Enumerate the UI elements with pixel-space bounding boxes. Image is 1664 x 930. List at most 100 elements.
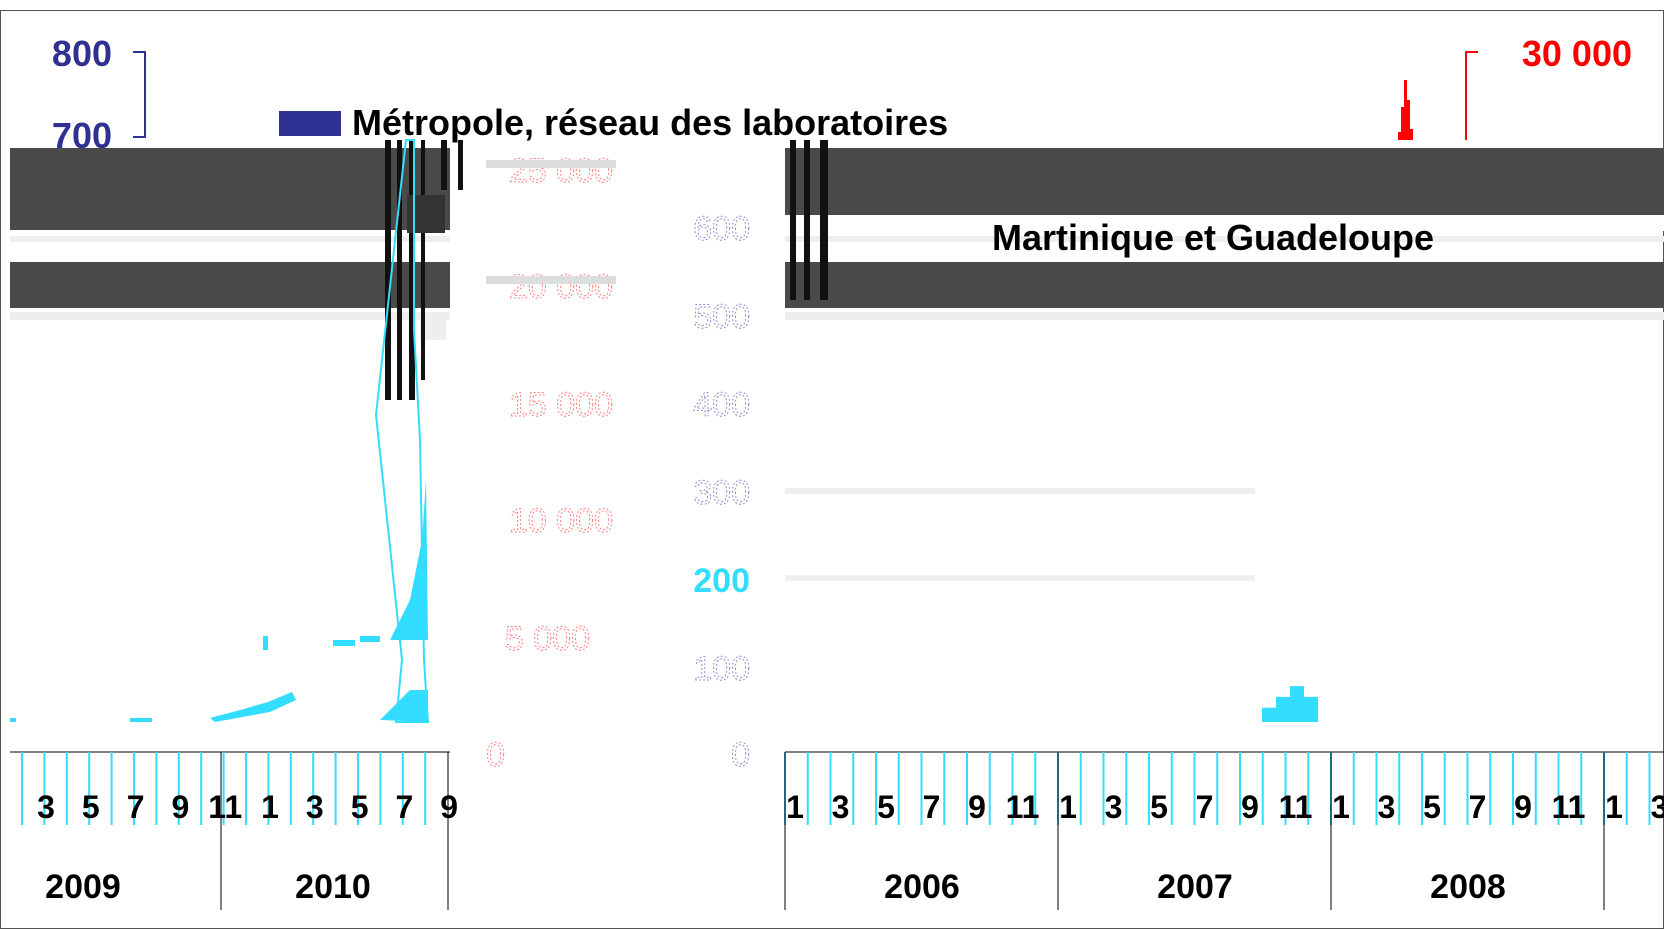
metropole-bar: [1276, 696, 1290, 722]
cyan-block: [10, 718, 16, 722]
cyan-block: [130, 718, 152, 722]
month-label: 5: [877, 789, 895, 825]
stripe: [820, 140, 828, 300]
month-label: 7: [127, 789, 145, 825]
month-label: 11: [208, 789, 242, 825]
red-bar: [1404, 80, 1407, 140]
left-axis-tick-label: 800: [52, 33, 112, 74]
month-label: 7: [923, 789, 941, 825]
cyan-area-left: [10, 139, 430, 723]
cyan-block: [333, 640, 355, 646]
cyan-fill: [380, 690, 428, 722]
red-bar: [1398, 132, 1401, 140]
month-label: 3: [1378, 789, 1396, 825]
month-label: 7: [396, 789, 414, 825]
left-axis-bracket: [133, 51, 146, 138]
left-axis: 800 700: [52, 33, 146, 156]
right-axis: 30 000: [1465, 33, 1632, 140]
glitch-band: [10, 262, 1664, 308]
stripe: [397, 140, 402, 400]
red-bars: [1398, 80, 1413, 140]
month-label: 7: [1196, 789, 1214, 825]
ghost-tick-red: 25 000: [509, 152, 613, 190]
glitch-band: [10, 312, 1664, 320]
month-label: 3: [306, 789, 324, 825]
stripe: [486, 276, 616, 284]
red-bar: [1401, 107, 1404, 140]
month-label: 5: [1423, 789, 1441, 825]
ghost-tick-blue: 0: [731, 736, 750, 774]
month-label: 5: [351, 789, 369, 825]
month-label: 9: [968, 789, 986, 825]
ghost-tick-blue: 600: [693, 210, 750, 248]
cyan-fill: [210, 692, 296, 722]
month-label: 11: [1552, 789, 1586, 825]
right-axis-bracket: [1465, 51, 1478, 140]
year-label: 2006: [884, 868, 960, 906]
red-bar: [1410, 129, 1413, 140]
year-label: 2007: [1157, 868, 1233, 906]
legend-label-metropole: Métropole, réseau des laboratoires: [352, 102, 948, 143]
year-label: 2008: [1430, 868, 1506, 906]
ghost-tick-blue: 100: [693, 650, 750, 688]
ghost-tick-red: 15 000: [509, 386, 613, 424]
month-label: 5: [82, 789, 100, 825]
month-label: 1: [786, 789, 804, 825]
year-label: 2009: [45, 868, 121, 906]
cyan-block: [360, 636, 380, 642]
ghost-tick-red: 5 000: [505, 620, 590, 658]
glitch-band: [10, 236, 1664, 242]
right-axis-tick-label: 30 000: [1522, 33, 1632, 74]
month-label: 3: [1651, 789, 1664, 825]
month-label: 3: [832, 789, 850, 825]
month-label: 9: [1514, 789, 1532, 825]
ghost-tick-red: 20 000: [509, 268, 613, 306]
metropole-bars: [1262, 686, 1318, 722]
metropole-bar: [1290, 686, 1304, 722]
left-axis-tick-label: 700: [52, 115, 112, 156]
stripe: [790, 140, 796, 300]
year-labels: 2009 2010 2006 2007 2008: [45, 868, 1506, 906]
metropole-bar: [1262, 707, 1276, 722]
legend: Métropole, réseau des laboratoires Marti…: [279, 102, 1434, 258]
month-label: 11: [1006, 789, 1040, 825]
ghost-tick-red: 0: [486, 736, 505, 774]
red-bar: [1407, 100, 1410, 140]
stripe: [421, 140, 425, 380]
stripe: [385, 140, 391, 400]
ghost-ticks: 25 000 20 000 15 000 10 000 5 000 0 600 …: [486, 152, 751, 775]
month-label: 9: [1241, 789, 1259, 825]
ghost-tick-cyan: 200: [693, 562, 750, 600]
month-label: 1: [261, 789, 279, 825]
legend-label-martinique: Martinique et Guadeloupe: [992, 217, 1434, 258]
stripe-artifacts: [385, 140, 828, 400]
year-label: 2010: [295, 868, 371, 906]
stripe: [486, 160, 616, 168]
year-dividers: [220, 752, 1605, 910]
legend-swatch-metropole: [279, 111, 341, 136]
glitch-band: [785, 575, 1255, 581]
ghost-tick-blue: 400: [693, 386, 750, 424]
stripe: [804, 140, 810, 300]
month-label: 7: [1469, 789, 1487, 825]
cyan-block: [263, 636, 268, 650]
month-label: 3: [1105, 789, 1123, 825]
month-label: 1: [1605, 789, 1623, 825]
glitch-band: [785, 488, 1255, 494]
middle-panel: [450, 148, 785, 748]
month-label: 11: [1279, 789, 1313, 825]
month-label: 1: [1332, 789, 1350, 825]
month-label: 9: [440, 789, 458, 825]
month-label: 3: [37, 789, 55, 825]
ghost-tick-blue: 500: [693, 298, 750, 336]
month-label: 9: [172, 789, 190, 825]
stripe: [441, 140, 447, 190]
ghost-tick-red: 10 000: [509, 502, 613, 540]
month-label: 5: [1150, 789, 1168, 825]
glitch-bands: [10, 148, 1664, 581]
stripe: [458, 140, 463, 190]
cyan-fill: [390, 480, 428, 640]
month-labels: 3 5 7 9 11 1 3 5 7 9 1 3 5 7 9 11 1 3 5 7 9 11 1 3 5 7 9 11 1 3: [37, 789, 1664, 825]
stripe: [409, 140, 415, 400]
